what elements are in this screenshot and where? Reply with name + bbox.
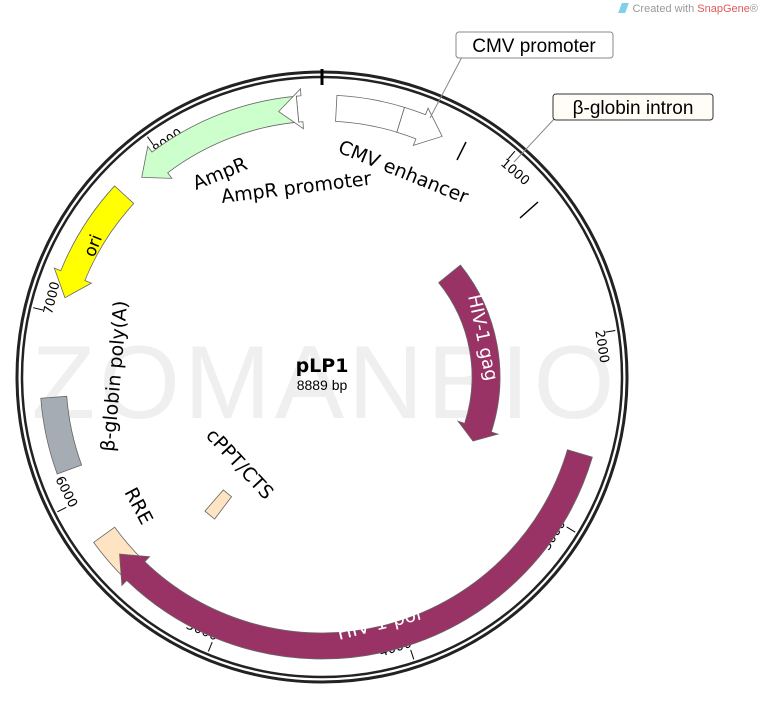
tick-mark — [57, 506, 67, 513]
plasmid-length: 8889 bp — [297, 377, 348, 393]
site-marker — [456, 141, 467, 161]
feature-ampr[interactable] — [141, 95, 300, 179]
feature-cmv-promoter[interactable] — [396, 106, 443, 147]
credit-prefix: Created with — [632, 3, 698, 15]
feature-hiv1-gag[interactable] — [438, 264, 501, 442]
site-marker — [519, 201, 539, 219]
tick-mark — [207, 641, 213, 652]
tick-mark — [410, 649, 415, 660]
feature-ori[interactable] — [53, 185, 135, 299]
snapgene-credit: Created with SnapGene® — [618, 3, 758, 15]
tick-mark — [566, 526, 576, 533]
callout-box-cmv-promoter — [455, 31, 614, 59]
tick-label: 7000 — [41, 280, 63, 316]
callout-box-beta-globin-intron — [552, 93, 714, 121]
tick-mark — [508, 150, 516, 160]
callout-line — [513, 116, 557, 163]
tick-mark — [147, 136, 154, 146]
feature-beta-globin-polya[interactable] — [40, 395, 83, 475]
callout-beta-globin-intron: β-globin intron — [573, 98, 694, 119]
callout-cmv-promoter: CMV promoter — [472, 36, 596, 57]
tick-mark — [605, 330, 616, 333]
feature-group — [40, 87, 593, 660]
watermark: ZOMANBIO — [32, 325, 619, 441]
plasmid-name: pLP1 — [296, 355, 349, 377]
feature-hiv1-pol[interactable] — [119, 449, 593, 660]
tick-label: 6000 — [52, 474, 80, 510]
tick-label: 2000 — [591, 329, 611, 364]
feature-cmv-enhancer[interactable] — [335, 94, 405, 133]
callout-line — [429, 56, 463, 119]
label-rre: RRE — [120, 484, 157, 528]
feature-cppt-cts[interactable] — [204, 489, 233, 520]
feature-ampr-promoter[interactable] — [278, 87, 304, 130]
tick-mark — [33, 307, 44, 311]
credit-suffix: ® — [749, 3, 758, 15]
credit-brand: SnapGene — [697, 3, 750, 15]
